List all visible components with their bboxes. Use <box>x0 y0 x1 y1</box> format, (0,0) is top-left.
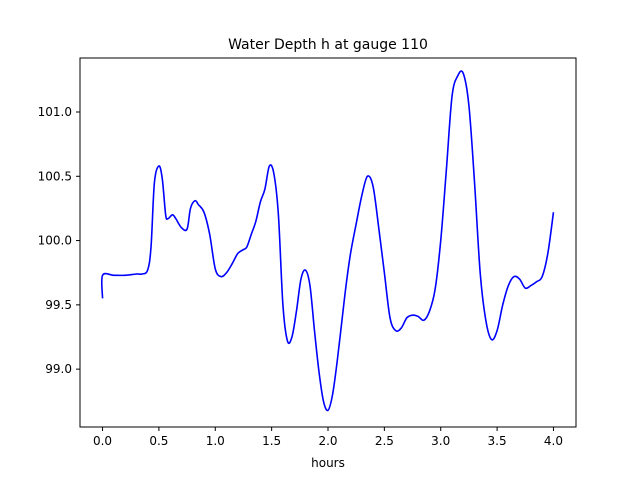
y-tick-label: 99.0 <box>45 362 72 376</box>
x-tick-label: 0.5 <box>149 434 168 448</box>
chart-title: Water Depth h at gauge 110 <box>228 37 428 53</box>
x-tick-label: 0.0 <box>93 434 112 448</box>
x-axis-label: hours <box>311 456 345 470</box>
x-tick-label: 1.5 <box>262 434 281 448</box>
x-tick-label: 4.0 <box>544 434 563 448</box>
series-layer <box>100 70 555 412</box>
y-tick-label: 100.5 <box>38 169 72 183</box>
x-tick-label: 1.0 <box>206 434 225 448</box>
x-tick-label: 3.5 <box>488 434 507 448</box>
y-tick-label: 100.0 <box>38 234 72 248</box>
x-tick-label: 3.0 <box>431 434 450 448</box>
x-tick-label: 2.5 <box>375 434 394 448</box>
plot-background <box>80 58 576 427</box>
y-tick-label: 101.0 <box>38 105 72 119</box>
y-axis: 99.0 99.5 100.0 100.5 101.0 <box>38 105 80 376</box>
plot-area <box>79 57 577 428</box>
x-tick-label: 2.0 <box>318 434 337 448</box>
water-depth-line <box>100 70 555 412</box>
x-axis: 0.0 0.5 1.0 1.5 2.0 2.5 3.0 3.5 4.0 <box>93 427 563 448</box>
y-tick-label: 99.5 <box>45 298 72 312</box>
